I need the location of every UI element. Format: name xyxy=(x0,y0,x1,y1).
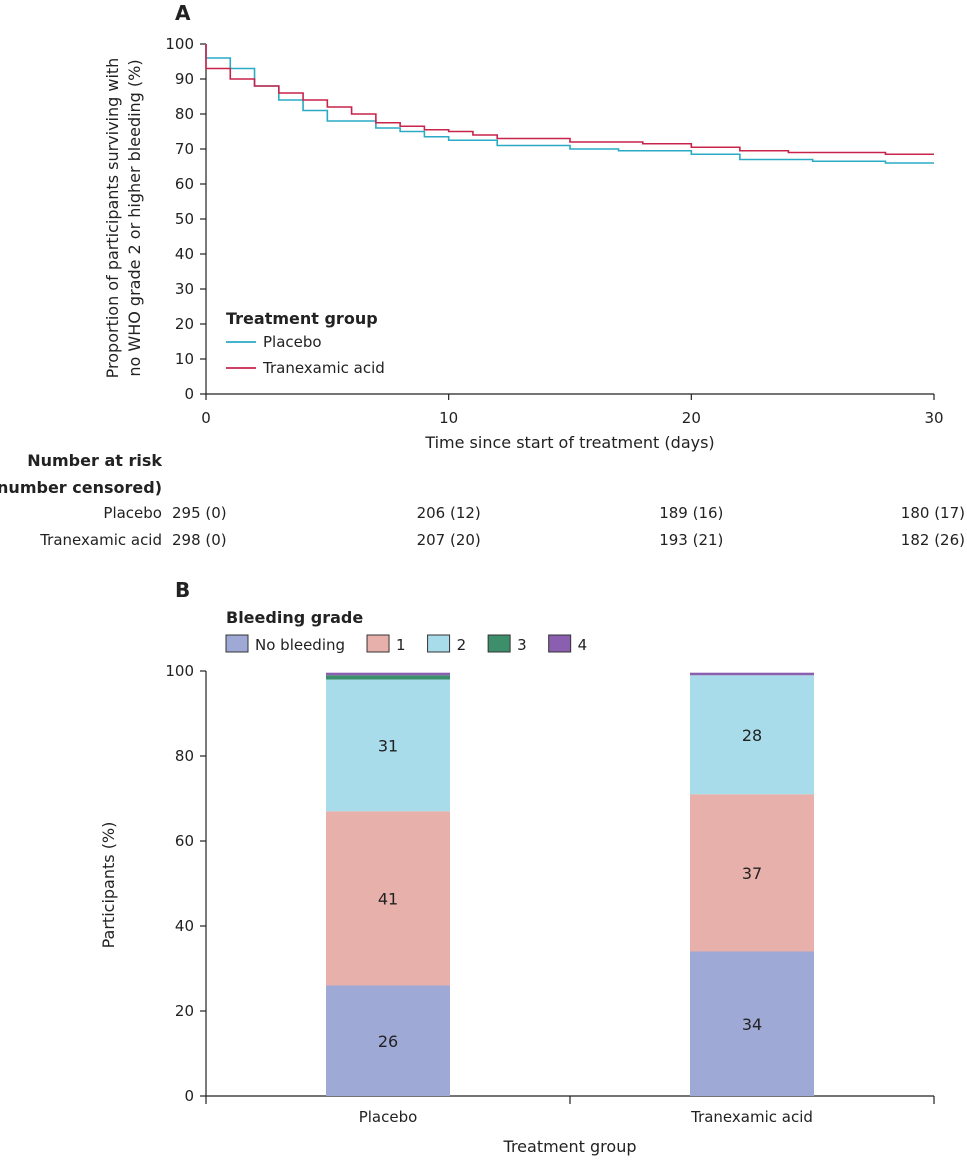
panel-b-y-tick-label: 80 xyxy=(175,747,194,765)
bar-segment-placebo-grade-4 xyxy=(326,672,450,676)
legend-b-swatch xyxy=(225,634,249,653)
bar-segment-placebo-grade-no-bleeding xyxy=(326,985,450,1096)
risk-row-label: Placebo xyxy=(103,504,162,522)
legend-b-title: Bleeding grade xyxy=(226,608,363,627)
bar-segment-placebo-grade-3 xyxy=(326,675,450,680)
bar-value-label: 26 xyxy=(378,1032,398,1051)
panel-a-xlabel: Time since start of treatment (days) xyxy=(424,433,714,452)
panel-a: A Proportion of participants surviving w… xyxy=(0,1,965,549)
bar-segment-tranexamic-acid-grade-4 xyxy=(690,672,814,676)
panel-b-xlabel: Treatment group xyxy=(503,1137,637,1156)
panel-b-y-tick-label: 40 xyxy=(175,917,194,935)
panel-b-legend: No bleeding 1 2 3 4 xyxy=(225,634,588,654)
panel-a-y-tick-label: 80 xyxy=(175,105,194,123)
bar-value-label: 41 xyxy=(378,889,398,908)
risk-table: Number at risk (number censored) Placebo… xyxy=(0,451,965,549)
panel-a-axes: 0 10 20 30 40 50 60 70 80 90 100 0 10 20 30 xyxy=(165,35,943,427)
panel-a-ylabel: Proportion of participants surviving wit… xyxy=(103,58,144,379)
panel-a-y-tick-label: 10 xyxy=(175,350,194,368)
panel-b-axes: 0 20 40 60 80 100 xyxy=(165,662,935,1105)
panel-b-y-tick-label: 20 xyxy=(175,1002,194,1020)
legend-b-swatch xyxy=(548,634,572,653)
risk-cell: 295 (0) xyxy=(172,504,227,522)
panel-a-label: A xyxy=(175,1,191,25)
panel-a-y-tick-label: 70 xyxy=(175,140,194,158)
legend-a-title: Treatment group xyxy=(226,309,378,328)
km-curve-tranexamic-acid xyxy=(205,44,934,156)
panel-a-ylabel-line-2: no WHO grade 2 or higher bleeding (%) xyxy=(125,59,144,376)
panel-b-label: B xyxy=(175,578,190,602)
panel-a-x-tick-label: 0 xyxy=(201,409,211,427)
legend-a-placebo-label: Placebo xyxy=(263,333,322,351)
panel-b: B Bleeding grade No bleeding 1 2 3 4 Partici… xyxy=(99,578,935,1156)
bar-segment-tranexamic-acid-grade-2 xyxy=(690,675,814,795)
bar-value-label: 34 xyxy=(742,1015,762,1034)
legend-b-swatch xyxy=(366,634,390,653)
risk-row-label: Tranexamic acid xyxy=(39,531,162,549)
panel-a-x-tick-label: 20 xyxy=(682,409,701,427)
legend-b-label: No bleeding xyxy=(255,636,345,654)
panel-a-y-tick-label: 0 xyxy=(184,385,194,403)
risk-cell: 193 (21) xyxy=(659,531,723,549)
bar-segment-tranexamic-acid-grade-1 xyxy=(690,794,814,952)
panel-b-bars: 26 41 31 Placebo 34 37 28 Tranexamic acid xyxy=(326,672,814,1126)
risk-table-title-line-2: (number censored) xyxy=(0,478,162,497)
panel-a-y-tick-label: 60 xyxy=(175,175,194,193)
risk-cell: 206 (12) xyxy=(417,504,481,522)
panel-a-y-tick-label: 20 xyxy=(175,315,194,333)
panel-b-category-label: Placebo xyxy=(359,1108,418,1126)
panel-b-ylabel: Participants (%) xyxy=(99,822,118,949)
risk-cell: 298 (0) xyxy=(172,531,227,549)
risk-cell: 189 (16) xyxy=(659,504,723,522)
panel-a-x-tick-label: 30 xyxy=(924,409,943,427)
panel-b-y-tick-label: 60 xyxy=(175,832,194,850)
risk-table-rows: Placebo 295 (0) 206 (12) 189 (16) 180 (17) Tr… xyxy=(39,504,965,549)
km-curve-placebo xyxy=(205,44,934,164)
panel-a-legend: Treatment group Placebo Tranexamic acid xyxy=(226,309,385,377)
bar-value-label: 28 xyxy=(742,726,762,745)
panel-a-y-tick-label: 40 xyxy=(175,245,194,263)
bar-value-label: 37 xyxy=(742,864,762,883)
bar-segment-placebo-grade-1 xyxy=(326,811,450,986)
legend-b-swatch xyxy=(427,634,451,653)
risk-cell: 207 (20) xyxy=(417,531,481,549)
risk-cell: 182 (26) xyxy=(901,531,965,549)
panel-a-y-tick-label: 100 xyxy=(165,35,194,53)
bar-segment-placebo-grade-2 xyxy=(326,679,450,812)
panel-b-category-label: Tranexamic acid xyxy=(690,1108,813,1126)
panel-b-y-tick-label: 0 xyxy=(184,1087,194,1105)
risk-cell: 180 (17) xyxy=(901,504,965,522)
panel-b-y-tick-label: 100 xyxy=(165,662,194,680)
legend-b-label: 3 xyxy=(517,636,527,654)
panel-a-lines xyxy=(205,44,934,164)
legend-a-txa-label: Tranexamic acid xyxy=(262,359,385,377)
legend-b-swatch xyxy=(487,634,511,653)
legend-b-label: 4 xyxy=(578,636,588,654)
panel-a-y-tick-label: 90 xyxy=(175,70,194,88)
risk-table-title-line-1: Number at risk xyxy=(27,451,162,470)
bar-segment-tranexamic-acid-grade-no-bleeding xyxy=(690,951,814,1096)
panel-a-x-tick-label: 10 xyxy=(439,409,458,427)
panel-a-y-tick-label: 50 xyxy=(175,210,194,228)
legend-b-label: 1 xyxy=(396,636,406,654)
panel-a-ylabel-line-1: Proportion of participants surviving wit… xyxy=(103,58,122,379)
legend-b-label: 2 xyxy=(457,636,467,654)
panel-a-y-tick-label: 30 xyxy=(175,280,194,298)
bar-value-label: 31 xyxy=(378,736,398,755)
